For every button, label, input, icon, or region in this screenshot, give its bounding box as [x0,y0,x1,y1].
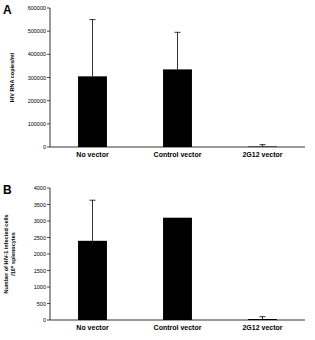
y-tick-label: 400000 [28,51,46,57]
y-tick [47,254,50,255]
error-cap [90,200,96,201]
y-tick [47,100,50,101]
error-bar [260,145,266,147]
y-tick-label: 100000 [28,121,46,127]
error-bar [90,20,96,77]
y-axis [50,188,51,320]
error-cap [260,316,266,317]
y-tick-label: 2000 [34,251,46,257]
error-stem [177,32,178,69]
bar [163,218,192,320]
error-bar [90,200,96,241]
x-tick-label: No vector [76,324,109,331]
y-tick-label: 600000 [28,5,46,11]
y-tick [47,147,50,148]
bar [163,69,192,147]
label-line: Number of HIV-1 infected cells [3,214,9,293]
y-tick [47,204,50,205]
panel-title: A [3,3,12,17]
y-tick-label: 0 [43,317,46,323]
y-axis-label: Number of HIV-1 infected cells/10⁶ splen… [3,214,16,293]
x-tick-label: No vector [76,151,109,158]
error-bar [175,32,181,69]
figure: A HIV RNA copies/ml 0 100000 200000 300000 400… [0,0,315,340]
y-tick-label: 200000 [28,98,46,104]
x-tick-label: Control vector [154,151,202,158]
y-tick-label: 2500 [34,235,46,241]
y-tick [47,221,50,222]
y-tick-label: 500000 [28,28,46,34]
panel: A HIV RNA copies/ml 0 100000 200000 300000 400… [3,3,305,158]
y-tick [47,320,50,321]
x-axis [50,147,305,148]
error-bar [260,317,266,319]
y-tick [47,54,50,55]
y-tick [47,287,50,288]
error-cap [260,144,266,145]
y-tick [47,31,50,32]
y-axis-label: HIV RNA copies/ml [9,52,15,102]
label-line: HIV RNA copies/ml [9,52,15,102]
x-axis [50,320,305,321]
y-tick-label: 1000 [34,284,46,290]
y-tick [47,237,50,238]
y-tick [47,270,50,271]
panel: B Number of HIV-1 infected cells/10⁶ sple… [3,183,305,331]
error-stem [92,200,93,241]
error-cap [175,32,181,33]
y-tick-label: 3000 [34,218,46,224]
label-line: /10⁶ splenocytes [10,232,16,276]
y-tick-label: 4000 [34,185,46,191]
y-tick [47,303,50,304]
x-tick-label: 2G12 vector [242,324,282,331]
y-tick-label: 3500 [34,202,46,208]
y-tick-label: 0 [43,144,46,150]
y-tick-label: 300000 [28,75,46,81]
y-tick-label: 1500 [34,268,46,274]
marks [78,200,277,320]
y-tick [47,77,50,78]
x-tick-label: Control vector [154,324,202,331]
panel-title: B [3,183,12,197]
bar [78,76,107,147]
x-tick-label: 2G12 vector [242,151,282,158]
error-cap [90,19,96,20]
marks [78,20,277,147]
y-tick [47,188,50,189]
y-tick-label: 500 [37,301,46,307]
y-axis [50,8,51,147]
bar [78,241,107,320]
error-stem [92,20,93,77]
y-tick [47,123,50,124]
y-tick [47,8,50,9]
